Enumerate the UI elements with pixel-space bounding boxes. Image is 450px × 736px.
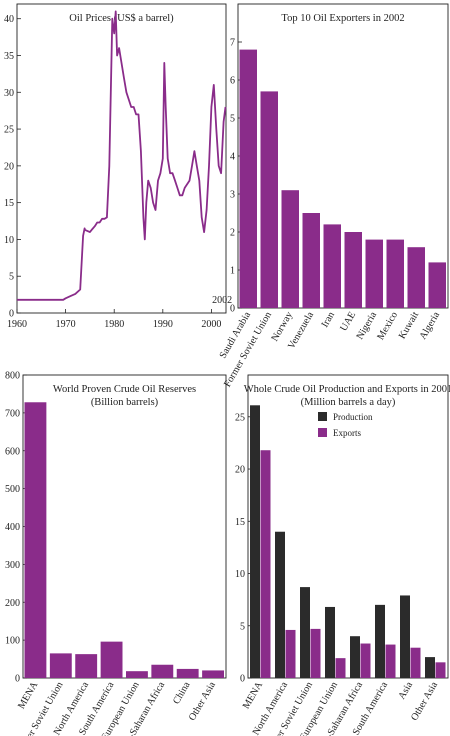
- y-tick-label: 20: [235, 465, 245, 476]
- y-tick-label: 20: [4, 161, 14, 172]
- y-tick-label: 40: [4, 14, 14, 25]
- bar-exports: [360, 643, 371, 678]
- price-series-line: [17, 10, 227, 301]
- bar: [176, 668, 199, 678]
- bar-exports: [260, 450, 271, 678]
- legend-label: Production: [333, 412, 373, 422]
- y-tick-label: 100: [5, 636, 20, 647]
- y-tick-label: 600: [5, 446, 20, 457]
- chart-subtitle: (Billion barrels): [91, 397, 159, 408]
- y-tick-label: 0: [240, 674, 245, 685]
- bar: [126, 671, 148, 678]
- y-tick-label: 2: [230, 228, 235, 239]
- bar-exports: [285, 629, 296, 678]
- x-tick-label: 1970: [56, 319, 76, 330]
- x-tick-label: Iran: [320, 310, 338, 329]
- y-tick-label: 10: [4, 235, 14, 246]
- bar-production: [400, 595, 410, 678]
- y-tick-label: 0: [230, 304, 235, 315]
- bar-production: [325, 606, 335, 678]
- bar-production: [250, 405, 260, 678]
- x-tick-label: Asia: [396, 680, 415, 702]
- bar-exports: [335, 658, 346, 678]
- plot-frame: [247, 374, 449, 679]
- x-tick-label: Mexico: [375, 310, 400, 342]
- x-tick-label: 1980: [104, 319, 124, 330]
- bar: [100, 641, 123, 678]
- y-tick-label: 0: [15, 674, 20, 685]
- x-tick-label: UAE: [338, 310, 358, 333]
- bar: [260, 91, 278, 309]
- chart-title: Oil Prices (US$ a barrel): [69, 13, 174, 24]
- y-tick-label: 25: [4, 125, 14, 136]
- y-tick-label: 5: [240, 621, 245, 632]
- y-tick-label: 15: [4, 198, 14, 209]
- y-tick-label: 25: [235, 412, 245, 423]
- bar: [365, 239, 383, 308]
- legend-label: Exports: [333, 428, 361, 438]
- y-tick-label: 3: [230, 190, 235, 201]
- x-tick-label: 2000: [201, 319, 221, 330]
- chart-title: Top 10 Oil Exporters in 2002: [281, 13, 404, 24]
- y-tick-label: 200: [5, 598, 20, 609]
- bar: [75, 654, 98, 678]
- bar-production: [300, 587, 310, 678]
- bar-production: [275, 531, 285, 678]
- bar: [49, 653, 72, 678]
- chart-title: World Proven Crude Oil Reserves: [53, 384, 196, 395]
- bar: [386, 239, 404, 308]
- y-tick-label: 6: [230, 76, 235, 87]
- chart-subtitle: (Million barrels a day): [301, 397, 396, 408]
- bar: [202, 670, 224, 678]
- top-exporters-chart: Top 10 Oil Exporters in 200201234567Saud…: [218, 3, 449, 389]
- y-tick-label: 35: [4, 51, 14, 62]
- legend-swatch: [318, 412, 327, 421]
- y-tick-label: 30: [4, 88, 14, 99]
- y-tick-label: 15: [235, 517, 245, 528]
- bar-production: [375, 604, 385, 678]
- y-tick-label: 7: [230, 38, 235, 49]
- bar: [302, 213, 320, 308]
- plot-frame: [16, 3, 227, 314]
- y-tick-label: 5: [9, 272, 14, 283]
- production-exports-chart: Whole Crude Oil Production and Exports i…: [235, 374, 450, 736]
- x-tick-label: Algeria: [418, 310, 443, 342]
- bar-exports: [385, 644, 396, 678]
- chart-title: Whole Crude Oil Production and Exports i…: [244, 384, 450, 395]
- y-tick-label: 0: [9, 309, 14, 320]
- plot-frame: [22, 374, 227, 679]
- bar: [407, 247, 425, 308]
- bar: [323, 224, 341, 308]
- y-tick-label: 1: [230, 266, 235, 277]
- oil-prices-chart: Oil Prices (US$ a barrel)051015202530354…: [4, 3, 232, 330]
- bar: [344, 232, 362, 308]
- y-tick-label: 400: [5, 522, 20, 533]
- bar: [24, 402, 47, 678]
- bar-production: [350, 636, 360, 678]
- bar: [239, 49, 257, 308]
- y-tick-label: 5: [230, 114, 235, 125]
- y-tick-label: 700: [5, 408, 20, 419]
- crude-reserves-chart: World Proven Crude Oil Reserves (Billion …: [5, 371, 227, 736]
- x-tick-label: 1960: [7, 319, 27, 330]
- bar-production: [425, 657, 435, 678]
- bar: [428, 262, 446, 308]
- bar: [151, 664, 174, 678]
- bar-exports: [435, 662, 446, 678]
- y-tick-label: 4: [230, 152, 235, 163]
- y-tick-label: 300: [5, 560, 20, 571]
- x-extra-label: 2002: [212, 295, 232, 306]
- x-tick-label: China: [171, 680, 193, 707]
- y-tick-label: 500: [5, 484, 20, 495]
- y-tick-label: 10: [235, 569, 245, 580]
- bar: [281, 190, 299, 308]
- y-tick-label: 800: [5, 371, 20, 382]
- bar-exports: [310, 628, 321, 678]
- legend-swatch: [318, 428, 327, 437]
- bar-exports: [410, 647, 421, 678]
- x-tick-label: 1990: [153, 319, 173, 330]
